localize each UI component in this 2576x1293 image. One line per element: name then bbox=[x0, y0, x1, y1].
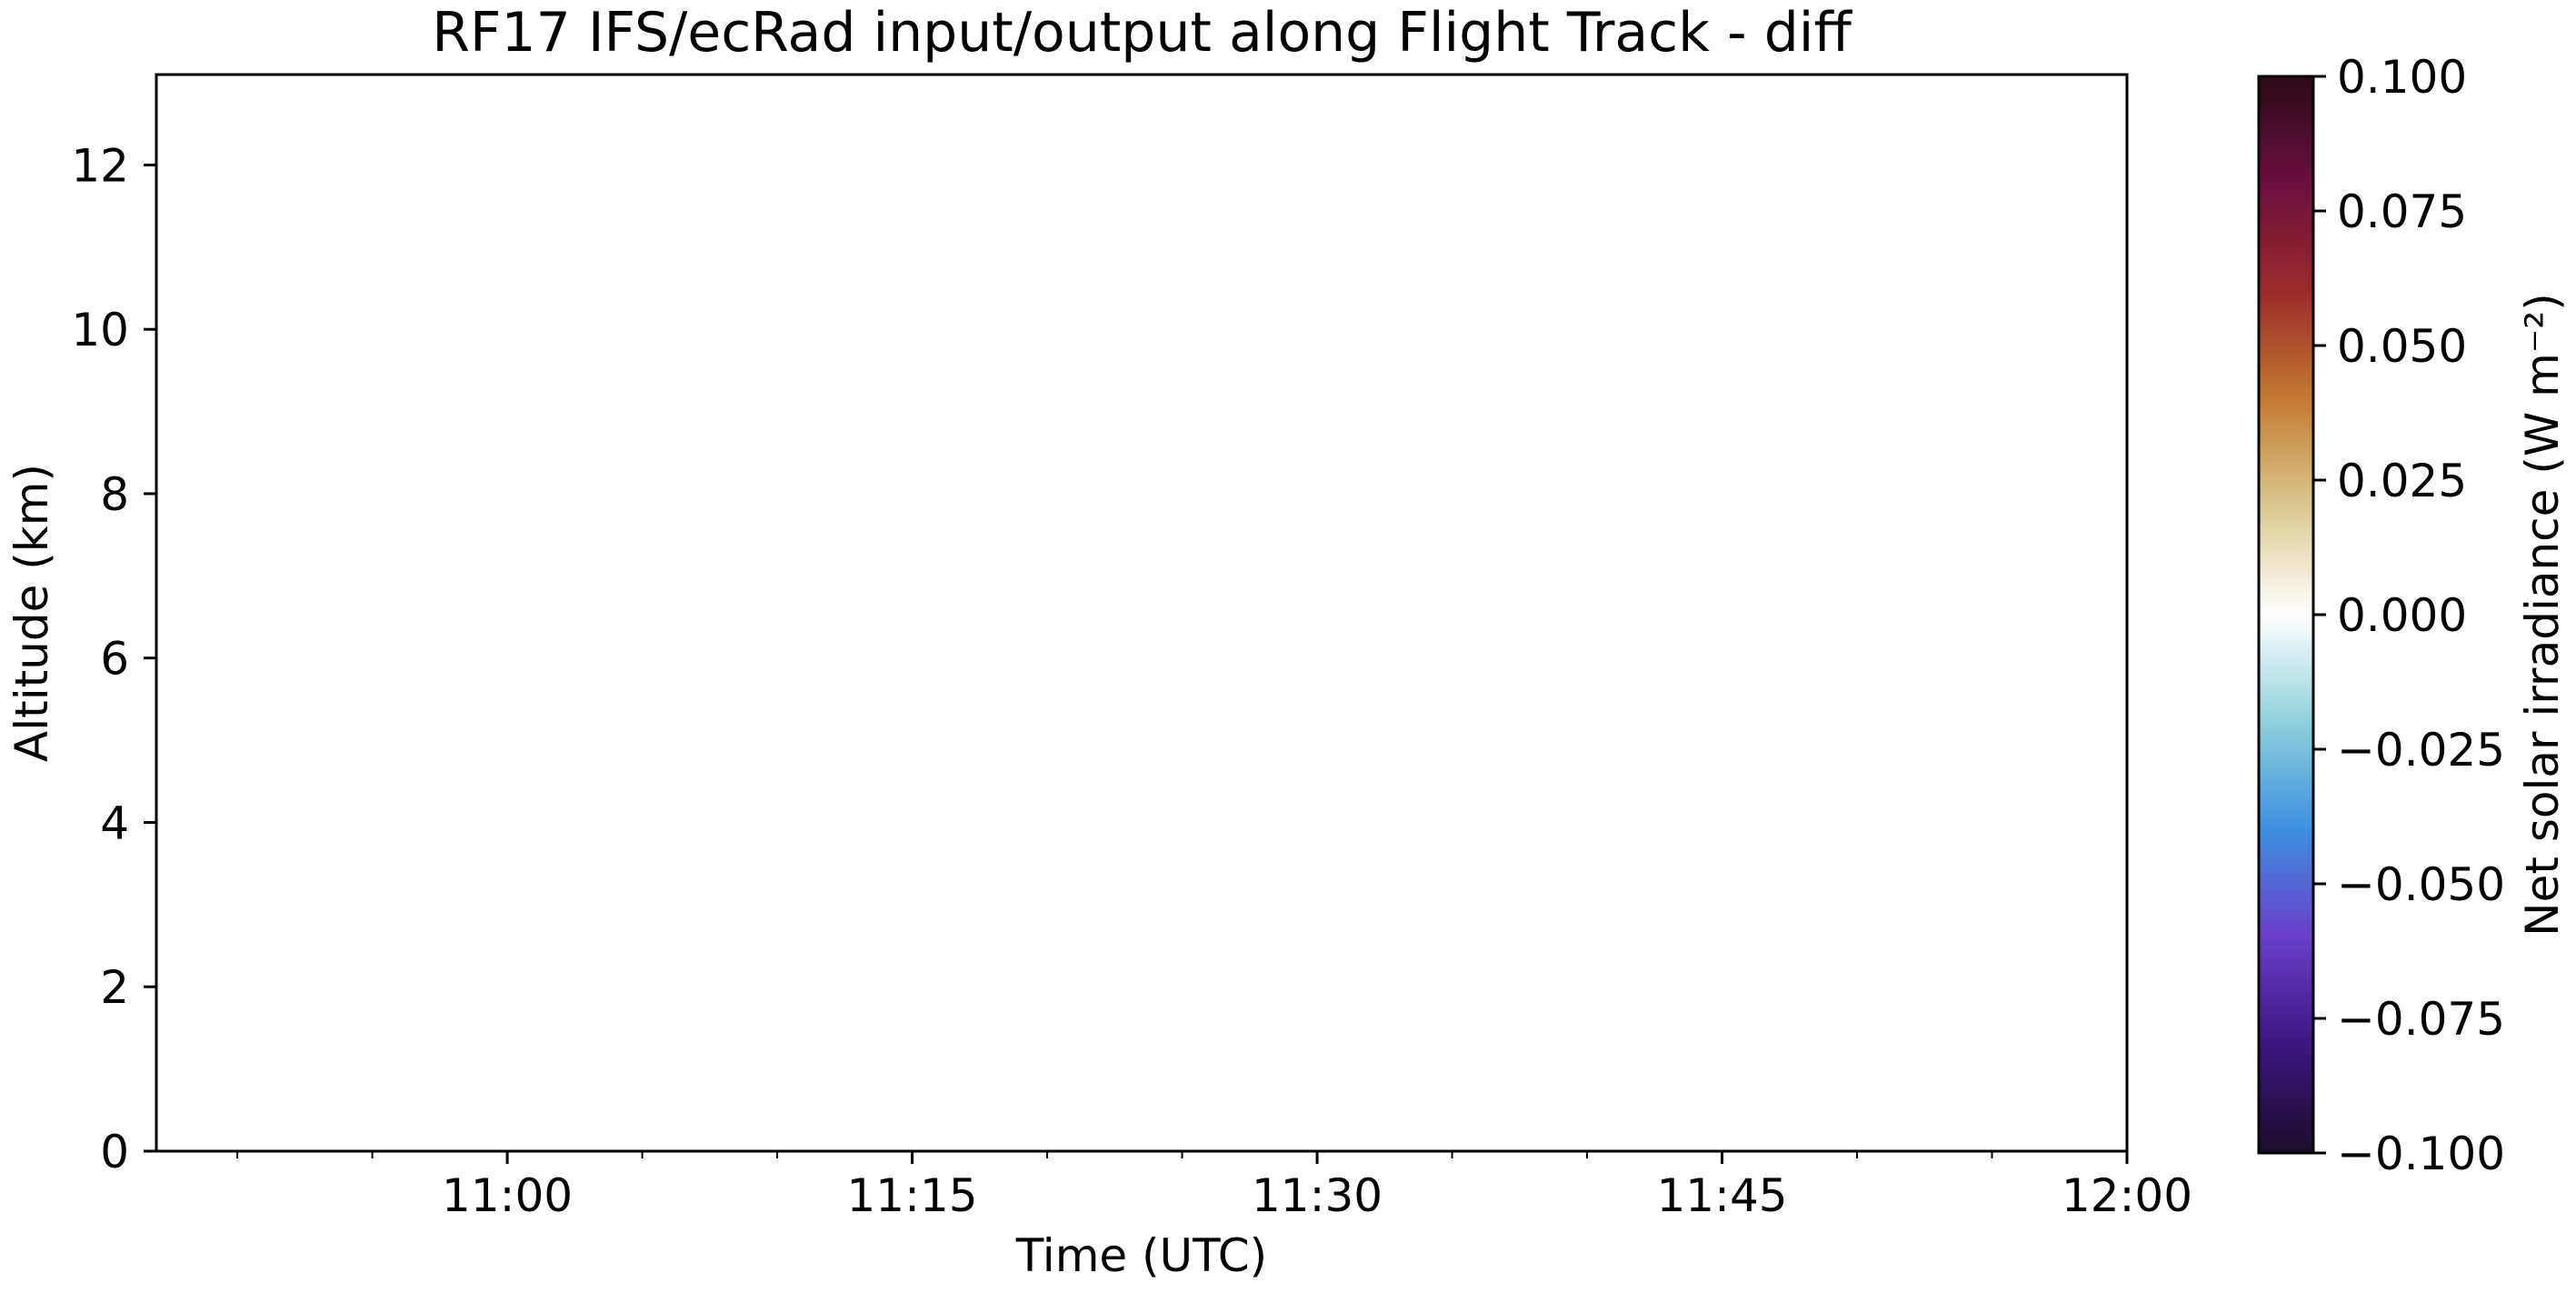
y-tick-label: 6 bbox=[100, 633, 129, 686]
x-tick-label: 12:00 bbox=[2062, 1169, 2192, 1222]
colorbar-label: Net solar irradiance (W m⁻²) bbox=[2516, 293, 2569, 937]
colorbar-tick-label: −0.075 bbox=[2337, 993, 2505, 1046]
y-tick-label: 10 bbox=[71, 304, 129, 356]
y-axis-ticks: 0 2 4 6 8 10 12 bbox=[71, 139, 156, 1178]
x-tick-label: 11:00 bbox=[442, 1169, 573, 1222]
x-axis-ticks: 11:00 11:15 11:30 11:45 12:00 bbox=[236, 1151, 2192, 1222]
colorbar-ticks: −0.100 −0.075 −0.050 −0.025 0.000 0.025 0.050 0… bbox=[2313, 51, 2505, 1180]
colorbar-tick-label: −0.050 bbox=[2337, 858, 2505, 911]
x-axis-label: Time (UTC) bbox=[1015, 1229, 1267, 1282]
x-tick-label: 11:30 bbox=[1252, 1169, 1383, 1222]
colorbar-tick-label: 0.100 bbox=[2337, 51, 2467, 104]
y-tick-label: 8 bbox=[100, 468, 129, 521]
y-tick-label: 4 bbox=[100, 797, 129, 849]
colorbar-tick-label: 0.050 bbox=[2337, 320, 2467, 373]
plot-area bbox=[155, 73, 2129, 1153]
colorbar-tick-label: 0.025 bbox=[2337, 455, 2467, 507]
y-tick-label: 2 bbox=[100, 961, 129, 1014]
x-tick-label: 11:15 bbox=[847, 1169, 978, 1222]
y-tick-label: 0 bbox=[100, 1126, 129, 1178]
x-tick-label: 11:45 bbox=[1656, 1169, 1787, 1222]
y-axis-label: Altitude (km) bbox=[5, 464, 58, 762]
colorbar-tick-label: 0.075 bbox=[2337, 185, 2467, 238]
y-tick-label: 12 bbox=[71, 139, 129, 192]
colorbar-tick-label: −0.100 bbox=[2337, 1128, 2505, 1180]
colorbar bbox=[2257, 75, 2315, 1155]
chart-title: RF17 IFS/ecRad input/output along Flight… bbox=[432, 1, 1852, 65]
colorbar-tick-label: 0.000 bbox=[2337, 589, 2467, 642]
colorbar-tick-label: −0.025 bbox=[2337, 724, 2505, 777]
